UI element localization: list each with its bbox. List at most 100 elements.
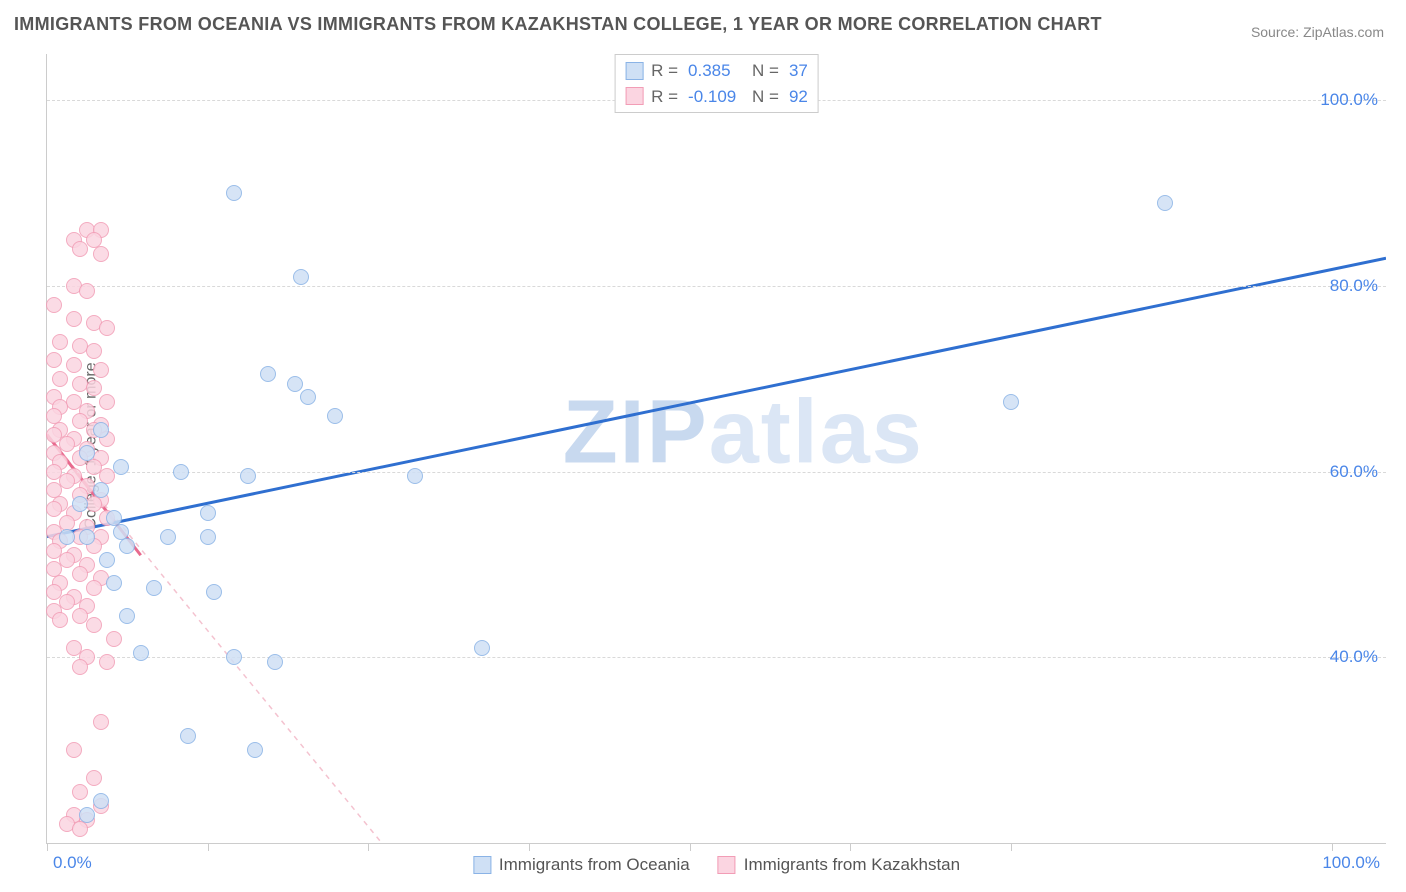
chart-title: IMMIGRANTS FROM OCEANIA VS IMMIGRANTS FR… (14, 14, 1102, 35)
legend-label-oceania: Immigrants from Oceania (499, 855, 690, 875)
x-tick (690, 843, 691, 851)
data-point (52, 334, 68, 350)
data-point (99, 654, 115, 670)
data-point (86, 580, 102, 596)
data-point (93, 422, 109, 438)
data-point (79, 283, 95, 299)
legend-stats-box: R = 0.385 N = 37 R = -0.109 N = 92 (614, 54, 819, 113)
data-point (86, 617, 102, 633)
data-point (86, 343, 102, 359)
legend-stats-row-kazakhstan: R = -0.109 N = 92 (625, 84, 808, 110)
data-point (46, 297, 62, 313)
grid-line (47, 286, 1386, 287)
data-point (260, 366, 276, 382)
legend-label-kazakhstan: Immigrants from Kazakhstan (744, 855, 960, 875)
data-point (173, 464, 189, 480)
data-point (113, 459, 129, 475)
y-tick-label: 100.0% (1320, 90, 1378, 110)
data-point (93, 482, 109, 498)
data-point (72, 496, 88, 512)
data-point (66, 742, 82, 758)
data-point (240, 468, 256, 484)
data-point (160, 529, 176, 545)
data-point (93, 714, 109, 730)
data-point (59, 473, 75, 489)
data-point (300, 389, 316, 405)
x-axis-min-label: 0.0% (53, 853, 92, 873)
data-point (59, 436, 75, 452)
data-point (72, 821, 88, 837)
data-point (72, 566, 88, 582)
data-point (72, 241, 88, 257)
data-point (293, 269, 309, 285)
swatch-kazakhstan (625, 87, 643, 105)
y-tick-label: 40.0% (1330, 647, 1378, 667)
legend-series: Immigrants from Oceania Immigrants from … (473, 855, 960, 875)
data-point (99, 552, 115, 568)
n-value-kazakhstan: 92 (789, 84, 808, 110)
legend-stats-row-oceania: R = 0.385 N = 37 (625, 58, 808, 84)
data-point (287, 376, 303, 392)
data-point (106, 631, 122, 647)
r-value-kazakhstan: -0.109 (688, 84, 744, 110)
y-tick-label: 60.0% (1330, 462, 1378, 482)
r-label: R = (651, 84, 678, 110)
data-point (106, 575, 122, 591)
data-point (180, 728, 196, 744)
data-point (52, 612, 68, 628)
plot-area: ZIPatlas R = 0.385 N = 37 R = -0.109 N =… (46, 54, 1386, 844)
data-point (66, 311, 82, 327)
x-axis-max-label: 100.0% (1322, 853, 1380, 873)
x-tick (208, 843, 209, 851)
data-point (93, 793, 109, 809)
data-point (407, 468, 423, 484)
data-point (59, 594, 75, 610)
data-point (66, 357, 82, 373)
data-point (59, 552, 75, 568)
data-point (247, 742, 263, 758)
data-point (327, 408, 343, 424)
n-value-oceania: 37 (789, 58, 808, 84)
x-tick (368, 843, 369, 851)
swatch-oceania (625, 62, 643, 80)
data-point (146, 580, 162, 596)
n-label: N = (752, 84, 779, 110)
x-tick (1011, 843, 1012, 851)
swatch-oceania (473, 856, 491, 874)
y-tick-label: 80.0% (1330, 276, 1378, 296)
data-point (59, 529, 75, 545)
legend-item-kazakhstan: Immigrants from Kazakhstan (718, 855, 960, 875)
source-credit: Source: ZipAtlas.com (1251, 24, 1384, 40)
trend-line (47, 258, 1386, 536)
n-label: N = (752, 58, 779, 84)
data-point (46, 352, 62, 368)
data-point (52, 371, 68, 387)
grid-line (47, 657, 1386, 658)
data-point (1003, 394, 1019, 410)
data-point (200, 505, 216, 521)
data-point (226, 649, 242, 665)
data-point (79, 445, 95, 461)
data-point (133, 645, 149, 661)
data-point (99, 394, 115, 410)
r-label: R = (651, 58, 678, 84)
data-point (200, 529, 216, 545)
data-point (226, 185, 242, 201)
data-point (119, 538, 135, 554)
x-tick (47, 843, 48, 851)
data-point (1157, 195, 1173, 211)
data-point (46, 501, 62, 517)
data-point (79, 529, 95, 545)
data-point (72, 659, 88, 675)
watermark-atlas: atlas (709, 382, 924, 482)
x-tick (529, 843, 530, 851)
legend-item-oceania: Immigrants from Oceania (473, 855, 690, 875)
data-point (267, 654, 283, 670)
data-point (72, 784, 88, 800)
data-point (93, 362, 109, 378)
data-point (119, 608, 135, 624)
data-point (474, 640, 490, 656)
x-tick (850, 843, 851, 851)
data-point (206, 584, 222, 600)
swatch-kazakhstan (718, 856, 736, 874)
